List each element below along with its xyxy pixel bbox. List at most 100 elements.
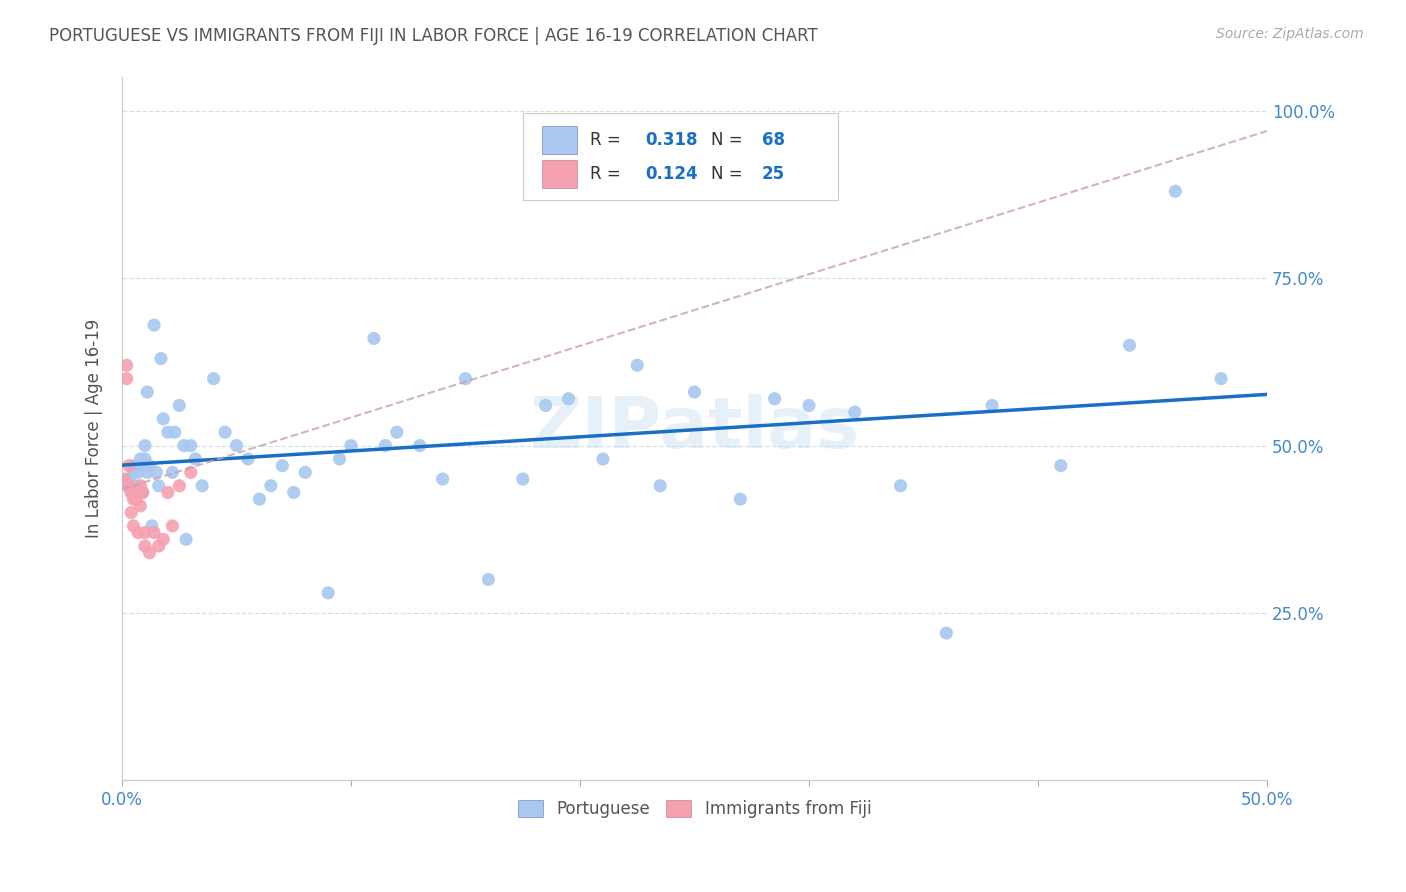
Point	[122, 458, 145, 473]
Point	[134, 439, 156, 453]
Point	[127, 525, 149, 540]
Point	[134, 452, 156, 467]
Point	[129, 452, 152, 467]
Point	[454, 372, 477, 386]
Point	[1049, 458, 1071, 473]
Point	[120, 506, 142, 520]
Point	[844, 405, 866, 419]
Point	[163, 425, 186, 440]
Text: 25: 25	[762, 165, 785, 183]
Point	[214, 425, 236, 440]
Text: N =: N =	[710, 131, 748, 149]
Point	[329, 452, 352, 467]
Point	[127, 485, 149, 500]
Point	[120, 485, 142, 500]
Bar	[543, 127, 576, 154]
Point	[1209, 372, 1232, 386]
Point	[1118, 338, 1140, 352]
Point	[122, 492, 145, 507]
Point	[125, 492, 148, 507]
Point	[129, 499, 152, 513]
Point	[118, 458, 141, 473]
Point	[374, 439, 396, 453]
Bar	[543, 161, 576, 188]
Point	[118, 479, 141, 493]
Point	[141, 519, 163, 533]
Point	[122, 466, 145, 480]
Point	[626, 359, 648, 373]
Point	[271, 458, 294, 473]
Legend: Portuguese, Immigrants from Fiji: Portuguese, Immigrants from Fiji	[510, 793, 877, 825]
Point	[294, 466, 316, 480]
Point	[134, 539, 156, 553]
Point	[180, 466, 202, 480]
Point	[202, 372, 225, 386]
Text: PORTUGUESE VS IMMIGRANTS FROM FIJI IN LABOR FORCE | AGE 16-19 CORRELATION CHART: PORTUGUESE VS IMMIGRANTS FROM FIJI IN LA…	[49, 27, 818, 45]
Point	[173, 439, 195, 453]
Point	[249, 492, 271, 507]
Point	[890, 479, 912, 493]
Text: N =: N =	[710, 165, 748, 183]
Point	[120, 485, 142, 500]
Point	[148, 479, 170, 493]
Point	[225, 439, 247, 453]
Point	[174, 533, 197, 547]
Y-axis label: In Labor Force | Age 16-19: In Labor Force | Age 16-19	[86, 319, 103, 539]
Text: 0.318: 0.318	[645, 131, 697, 149]
Point	[156, 485, 179, 500]
Point	[143, 525, 166, 540]
Point	[156, 425, 179, 440]
Point	[138, 458, 160, 473]
Point	[145, 466, 167, 480]
Point	[981, 399, 1004, 413]
Point	[683, 385, 706, 400]
Point	[148, 539, 170, 553]
Point	[125, 479, 148, 493]
Point	[534, 399, 557, 413]
Point	[131, 458, 153, 473]
Point	[409, 439, 432, 453]
Text: R =: R =	[591, 131, 626, 149]
Point	[316, 586, 339, 600]
Point	[122, 519, 145, 533]
Point	[169, 399, 191, 413]
Point	[118, 472, 141, 486]
Point	[162, 519, 184, 533]
Point	[763, 392, 786, 406]
Point	[650, 479, 672, 493]
Point	[557, 392, 579, 406]
Text: R =: R =	[591, 165, 626, 183]
FancyBboxPatch shape	[523, 112, 838, 201]
Point	[125, 485, 148, 500]
Point	[112, 472, 135, 486]
Text: Source: ZipAtlas.com: Source: ZipAtlas.com	[1216, 27, 1364, 41]
Point	[592, 452, 614, 467]
Point	[136, 385, 159, 400]
Point	[385, 425, 408, 440]
Point	[162, 466, 184, 480]
Point	[730, 492, 752, 507]
Point	[1164, 184, 1187, 198]
Point	[129, 479, 152, 493]
Point	[143, 318, 166, 332]
Point	[169, 479, 191, 493]
Point	[477, 573, 499, 587]
Point	[149, 351, 172, 366]
Point	[432, 472, 454, 486]
Text: 68: 68	[762, 131, 785, 149]
Point	[115, 359, 138, 373]
Text: 0.124: 0.124	[645, 165, 697, 183]
Point	[363, 331, 385, 345]
Text: ZIPatlas: ZIPatlas	[530, 394, 859, 463]
Point	[134, 525, 156, 540]
Point	[115, 372, 138, 386]
Point	[340, 439, 363, 453]
Point	[191, 479, 214, 493]
Point	[180, 439, 202, 453]
Point	[260, 479, 283, 493]
Point	[512, 472, 534, 486]
Point	[138, 546, 160, 560]
Point	[115, 479, 138, 493]
Point	[152, 412, 174, 426]
Point	[935, 626, 957, 640]
